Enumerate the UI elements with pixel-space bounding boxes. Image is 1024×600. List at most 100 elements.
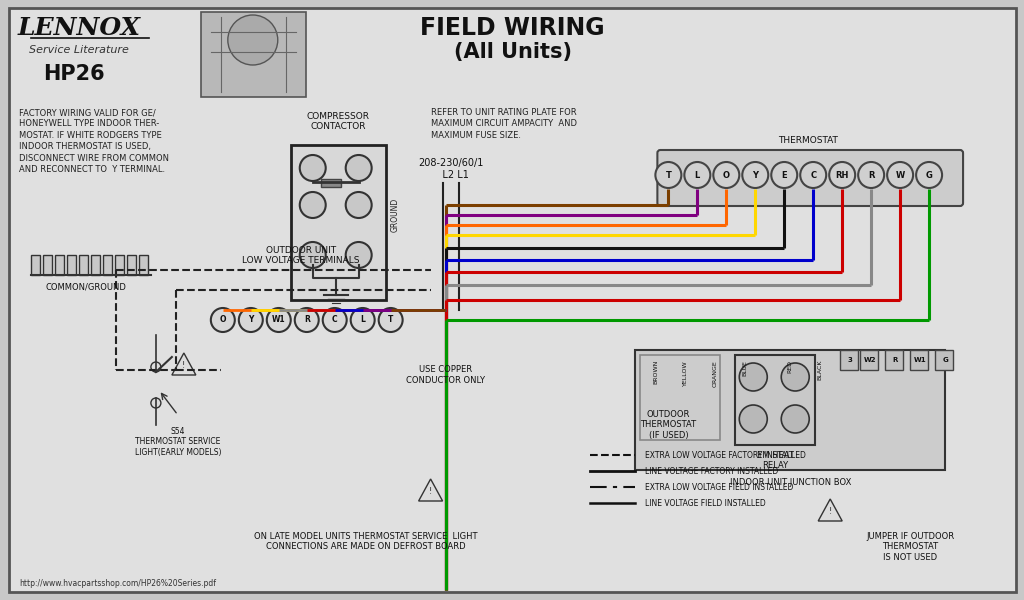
Text: YELLOW: YELLOW <box>683 360 688 386</box>
Text: BROWN: BROWN <box>653 360 657 385</box>
Text: REFER TO UNIT RATING PLATE FOR
MAXIMUM CIRCUIT AMPACITY  AND
MAXIMUM FUSE SIZE.: REFER TO UNIT RATING PLATE FOR MAXIMUM C… <box>431 108 577 140</box>
FancyBboxPatch shape <box>115 255 124 275</box>
Text: BLUE: BLUE <box>742 360 748 376</box>
FancyBboxPatch shape <box>67 255 76 275</box>
Text: R: R <box>893 357 898 363</box>
Circle shape <box>800 162 826 188</box>
FancyBboxPatch shape <box>103 255 112 275</box>
Circle shape <box>151 362 161 372</box>
Text: W1: W1 <box>272 316 286 325</box>
Circle shape <box>227 15 278 65</box>
Text: W: W <box>896 170 905 179</box>
Circle shape <box>684 162 711 188</box>
Text: T: T <box>666 170 672 179</box>
Text: RED: RED <box>787 360 793 373</box>
Text: EXTRA LOW VOLTAGE FACTORY INSTALLED: EXTRA LOW VOLTAGE FACTORY INSTALLED <box>645 451 806 460</box>
Circle shape <box>151 398 161 408</box>
Text: USE COPPER
CONDUCTOR ONLY: USE COPPER CONDUCTOR ONLY <box>407 365 485 385</box>
Text: LINE VOLTAGE FACTORY INSTALLED: LINE VOLTAGE FACTORY INSTALLED <box>645 467 778 475</box>
Text: !: ! <box>182 361 185 370</box>
Circle shape <box>742 162 768 188</box>
FancyBboxPatch shape <box>201 12 306 97</box>
FancyBboxPatch shape <box>885 350 903 370</box>
Text: C: C <box>810 170 816 179</box>
Polygon shape <box>419 479 442 501</box>
Circle shape <box>771 162 798 188</box>
Text: (All Units): (All Units) <box>454 42 571 62</box>
Text: Y: Y <box>248 316 254 325</box>
FancyBboxPatch shape <box>840 350 858 370</box>
Circle shape <box>739 405 767 433</box>
Text: EXTRA LOW VOLTAGE FIELD INSTALLED: EXTRA LOW VOLTAGE FIELD INSTALLED <box>645 482 794 491</box>
Text: T: T <box>388 316 393 325</box>
FancyBboxPatch shape <box>91 255 100 275</box>
FancyBboxPatch shape <box>657 150 963 206</box>
Circle shape <box>239 308 263 332</box>
Polygon shape <box>818 499 842 521</box>
Text: Service Literature: Service Literature <box>29 45 129 55</box>
Circle shape <box>300 192 326 218</box>
Text: COMPRESSOR
CONTACTOR: COMPRESSOR CONTACTOR <box>307 112 370 131</box>
FancyBboxPatch shape <box>55 255 63 275</box>
FancyBboxPatch shape <box>735 355 815 445</box>
FancyBboxPatch shape <box>321 179 341 187</box>
Text: THERMOSTAT: THERMOSTAT <box>778 136 839 145</box>
Text: http://www.hvacpartsshop.com/HP26%20Series.pdf: http://www.hvacpartsshop.com/HP26%20Seri… <box>19 579 216 588</box>
Text: INDOOR UNIT JUNCTION BOX: INDOOR UNIT JUNCTION BOX <box>729 478 851 487</box>
Circle shape <box>300 155 326 181</box>
Circle shape <box>887 162 913 188</box>
Text: FIELD WIRING: FIELD WIRING <box>420 16 605 40</box>
Text: W2: W2 <box>864 357 877 363</box>
Text: RH: RH <box>836 170 849 179</box>
Circle shape <box>781 405 809 433</box>
FancyBboxPatch shape <box>127 255 136 275</box>
Circle shape <box>346 192 372 218</box>
Circle shape <box>295 308 318 332</box>
Text: ORANGE: ORANGE <box>713 360 718 387</box>
FancyBboxPatch shape <box>860 350 879 370</box>
Text: Y: Y <box>753 170 759 179</box>
Text: ON LATE MODEL UNITS THERMOSTAT SERVICE  LIGHT
CONNECTIONS ARE MADE ON DEFROST BO: ON LATE MODEL UNITS THERMOSTAT SERVICE L… <box>254 532 477 551</box>
Circle shape <box>655 162 681 188</box>
Text: BLACK: BLACK <box>818 360 822 380</box>
Circle shape <box>829 162 855 188</box>
Circle shape <box>323 308 347 332</box>
Circle shape <box>346 242 372 268</box>
Text: O: O <box>219 316 226 325</box>
Text: OUTDOOR
THERMOSTAT
(IF USED): OUTDOOR THERMOSTAT (IF USED) <box>640 410 696 440</box>
Text: COMMON/GROUND: COMMON/GROUND <box>45 283 126 292</box>
Text: 3: 3 <box>848 357 853 363</box>
Text: !: ! <box>429 487 432 497</box>
Circle shape <box>781 363 809 391</box>
FancyBboxPatch shape <box>79 255 88 275</box>
FancyBboxPatch shape <box>935 350 953 370</box>
FancyBboxPatch shape <box>31 255 40 275</box>
Text: FACTORY WIRING VALID FOR GE/
HONEYWELL TYPE INDOOR THER-
MOSTAT. IF WHITE RODGER: FACTORY WIRING VALID FOR GE/ HONEYWELL T… <box>19 108 169 174</box>
Circle shape <box>714 162 739 188</box>
Circle shape <box>858 162 884 188</box>
Text: EM HEAT
RELAY: EM HEAT RELAY <box>757 451 794 470</box>
Text: JUMPER IF OUTDOOR
THERMOSTAT
IS NOT USED: JUMPER IF OUTDOOR THERMOSTAT IS NOT USED <box>866 532 954 562</box>
FancyBboxPatch shape <box>291 145 386 300</box>
FancyBboxPatch shape <box>910 350 928 370</box>
Text: LINE VOLTAGE FIELD INSTALLED: LINE VOLTAGE FIELD INSTALLED <box>645 499 766 508</box>
Text: W1: W1 <box>913 357 927 363</box>
Text: S54
THERMOSTAT SERVICE
LIGHT(EARLY MODELS): S54 THERMOSTAT SERVICE LIGHT(EARLY MODEL… <box>134 427 221 457</box>
Circle shape <box>346 155 372 181</box>
Circle shape <box>739 363 767 391</box>
Text: O: O <box>723 170 730 179</box>
Polygon shape <box>172 353 196 375</box>
Circle shape <box>350 308 375 332</box>
Text: E: E <box>781 170 787 179</box>
FancyBboxPatch shape <box>640 355 720 440</box>
Circle shape <box>267 308 291 332</box>
Text: L: L <box>360 316 366 325</box>
Text: G: G <box>926 170 933 179</box>
Text: R: R <box>304 316 309 325</box>
Text: ·: · <box>128 16 134 35</box>
Text: G: G <box>942 357 948 363</box>
FancyBboxPatch shape <box>636 350 945 470</box>
Text: !: ! <box>828 508 831 517</box>
Circle shape <box>300 242 326 268</box>
Text: HP26: HP26 <box>43 64 104 84</box>
